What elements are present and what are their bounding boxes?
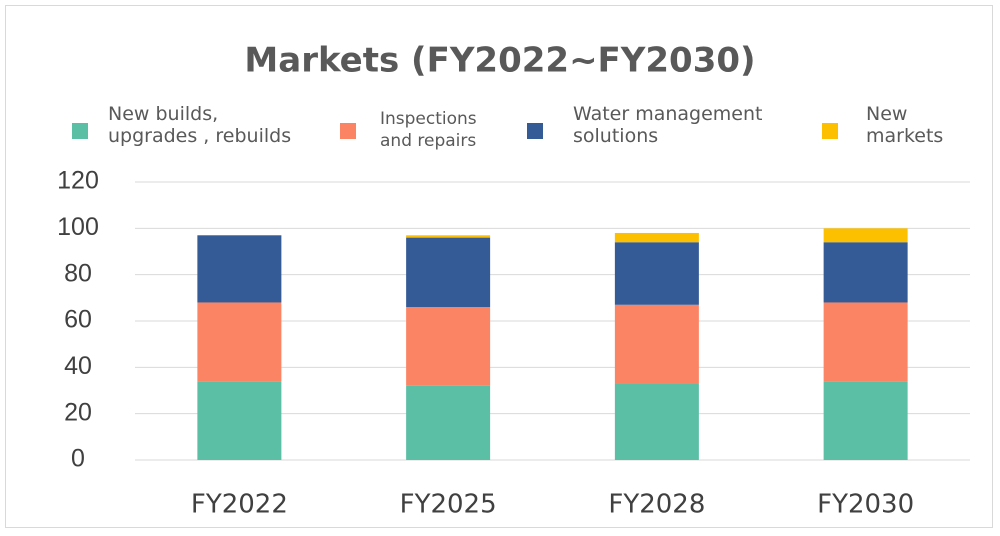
bar-segment [614, 383, 699, 460]
legend-label: New builds, upgrades , rebuilds [108, 103, 292, 147]
bar-segment [406, 385, 491, 460]
legend-swatch [72, 123, 88, 139]
legend-label: Inspections and repairs [380, 109, 477, 151]
bar-segment [197, 381, 282, 460]
bar-segment [614, 232, 699, 243]
bar-segment [823, 302, 908, 382]
y-tick-label: 20 [64, 398, 92, 426]
bar-segment [823, 242, 908, 303]
bar-segment [823, 228, 908, 243]
x-tick-label: FY2028 [608, 490, 705, 520]
y-tick-label: 40 [64, 352, 92, 380]
y-tick-label: 80 [64, 259, 92, 287]
bar-segment [406, 235, 491, 238]
legend-swatch [340, 123, 356, 139]
bar-segment [406, 237, 491, 308]
bar-segment [823, 381, 908, 460]
chart-title: Markets (FY2022~FY2030) [244, 41, 755, 81]
x-tick-label: FY2022 [191, 490, 288, 520]
chart-frame [5, 5, 993, 528]
x-tick-label: FY2030 [817, 490, 914, 520]
legend-swatch [527, 123, 543, 139]
bar-segment [614, 242, 699, 305]
bar-segment [197, 302, 282, 382]
bar-segment [614, 304, 699, 384]
legend-label: Water management solutions [573, 103, 763, 147]
bar-segment [197, 235, 282, 303]
y-tick-label: 100 [57, 213, 99, 241]
legend-label: New markets [866, 103, 944, 147]
y-tick-label: 120 [57, 167, 99, 195]
y-tick-label: 60 [64, 306, 92, 334]
bar-segment [406, 307, 491, 386]
legend-swatch [822, 123, 838, 139]
x-tick-label: FY2025 [400, 490, 497, 520]
y-tick-label: 0 [71, 445, 85, 473]
